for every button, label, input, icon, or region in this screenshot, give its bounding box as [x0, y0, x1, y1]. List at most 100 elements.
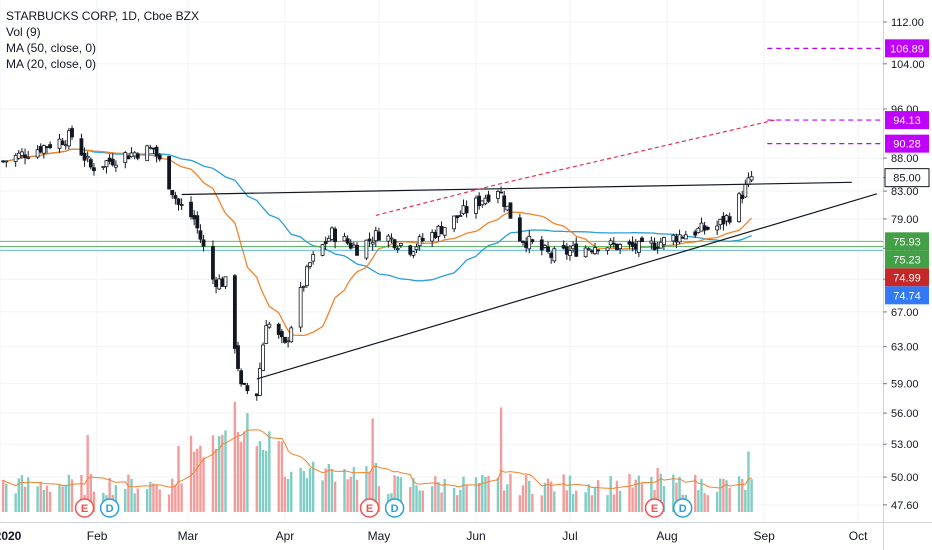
candle-body [217, 278, 222, 290]
candle-body [66, 130, 71, 147]
candle-body [135, 153, 140, 159]
volume-bar [45, 485, 49, 512]
candle-body [323, 241, 328, 244]
price-label-bg [885, 250, 929, 269]
volume-bar [58, 484, 61, 512]
candle-body [189, 201, 193, 218]
volume-bar [456, 495, 459, 512]
candle-body [568, 250, 572, 257]
volume-bar [694, 474, 697, 512]
volume-bar [399, 477, 403, 512]
volume-bar [499, 407, 503, 512]
price-label-bg [885, 232, 929, 251]
x-tick-label: Jun [466, 529, 485, 543]
candle-body [593, 247, 597, 255]
candle-body [517, 217, 522, 242]
candle-body [395, 248, 400, 250]
volume-bar [243, 431, 246, 512]
candle-body [740, 194, 745, 200]
price-label-current: 85.00 [884, 168, 930, 188]
candle-body [198, 230, 203, 240]
volume-bar [421, 490, 424, 512]
indicator-ma50[interactable]: MA (50, close, 0) [6, 41, 97, 55]
volume-bar [371, 418, 374, 512]
candle-body [236, 345, 240, 369]
volume-bar [502, 490, 506, 512]
volume-bar [171, 478, 174, 512]
volume-bar [697, 490, 700, 512]
earnings-marker-E: E [359, 498, 380, 518]
candle-body [483, 197, 488, 205]
volume-bar [174, 484, 177, 512]
projection-line-0 [375, 183, 499, 216]
price-label-bg [885, 268, 929, 287]
candle-body [35, 149, 40, 158]
candle-body [461, 205, 466, 214]
indicator-volume[interactable]: Vol (9) [6, 25, 41, 39]
candle-body [245, 385, 250, 392]
candle-body [305, 266, 309, 287]
volume-bar [343, 468, 346, 512]
volume-bar [14, 493, 17, 512]
candle-body [652, 242, 657, 251]
price-label-target: 106.89 [885, 39, 929, 58]
volume-bar [628, 473, 631, 512]
marker-letter: E [366, 503, 373, 515]
volume-bar [17, 478, 20, 512]
candle-body [148, 147, 153, 150]
symbol-title[interactable]: STARBUCKS CORP, 1D, Cboe BZX [6, 9, 199, 23]
volume-bar [268, 431, 271, 512]
volume-bar [575, 490, 578, 512]
price-label-target: 94.13 [885, 111, 929, 130]
x-tick-label: Jul [562, 529, 577, 543]
y-tick-label: 59.00 [891, 379, 919, 391]
candle-body [408, 245, 413, 255]
grid [0, 0, 883, 522]
volume-bar [659, 473, 662, 512]
candle-body [320, 244, 325, 256]
candle-body [464, 206, 469, 214]
volume-bar [571, 493, 575, 512]
candle-body [640, 237, 644, 242]
candle-body [279, 331, 284, 338]
volume-bar [459, 489, 462, 512]
volume-bar [277, 441, 280, 512]
candle-body [636, 240, 641, 253]
volume-bar [199, 445, 202, 512]
indicator-ma20[interactable]: MA (20, close, 0) [6, 57, 97, 71]
volume-bar [130, 478, 133, 512]
candle-body [342, 235, 347, 242]
volume-bar [675, 482, 678, 512]
candle-body [154, 146, 159, 157]
volume-bar [214, 448, 218, 512]
volume-bar [89, 474, 93, 512]
candle-body [414, 246, 419, 250]
candle-body [724, 215, 729, 222]
volume-bar [728, 487, 731, 512]
trendline-resistance [181, 181, 852, 196]
volume-bar [374, 462, 378, 512]
candle-body [88, 159, 93, 168]
x-tick-label: May [368, 529, 391, 543]
candle-body [173, 195, 178, 199]
y-tick-label: 67.00 [891, 307, 919, 319]
volume-bar [218, 436, 221, 512]
candle-body [474, 197, 478, 214]
price-label-ma-red: 74.99 [885, 268, 929, 287]
candle-body [677, 234, 682, 243]
candle-body [92, 167, 96, 172]
volume-bar [290, 471, 293, 512]
volume-bar [80, 475, 83, 512]
candle-body [655, 246, 660, 249]
trendline-support [256, 193, 878, 380]
volume-bar [333, 481, 337, 512]
candle-body [239, 370, 244, 385]
candle-body [70, 128, 74, 138]
candle-body [373, 230, 378, 242]
candle-body [477, 195, 482, 207]
volume-bar [264, 450, 268, 512]
volume-bar [180, 483, 183, 512]
candle-body [586, 248, 591, 251]
volume-bar [703, 493, 706, 512]
